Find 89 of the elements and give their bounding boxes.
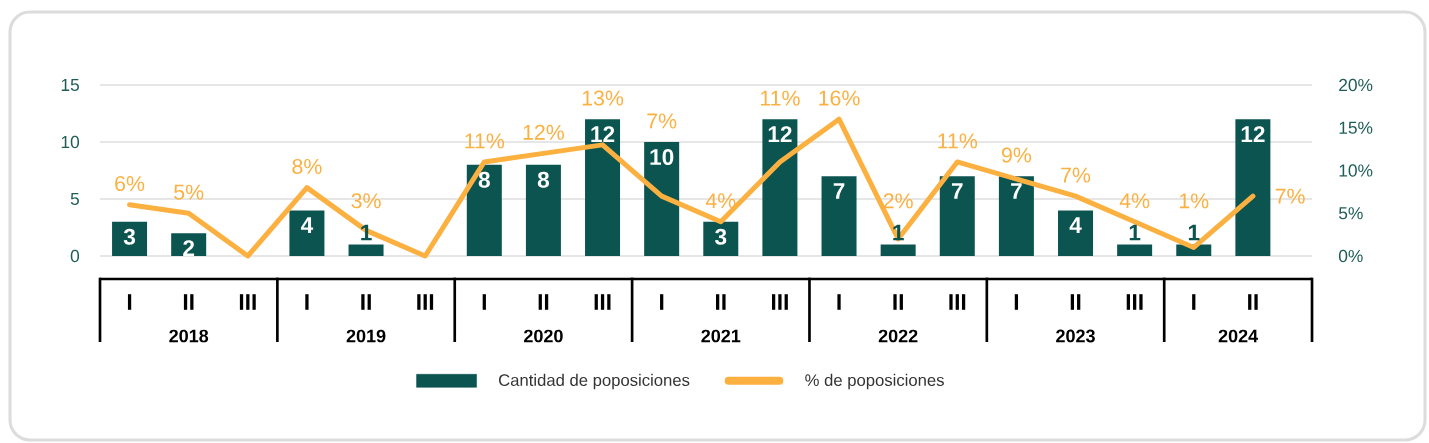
x-tick-label: I: [660, 294, 664, 310]
data-label: 2: [183, 240, 195, 256]
data-label: 3%: [351, 193, 381, 209]
y-tick-label: 0: [70, 249, 80, 263]
bar: [466, 164, 502, 256]
data-label: 12: [768, 126, 792, 142]
data-label: 11%: [465, 133, 505, 149]
bar: [939, 176, 975, 256]
y2-tick-label: 5%: [1338, 207, 1363, 220]
data-label: 8: [478, 171, 490, 188]
text: 2021: [701, 329, 741, 343]
data-label: 12%: [523, 124, 565, 140]
bar: [112, 221, 148, 256]
bar: [525, 164, 561, 256]
data-label: 4: [300, 217, 314, 233]
data-label: 10: [650, 148, 674, 165]
bar: [821, 176, 857, 256]
data-label: 8%: [292, 158, 322, 174]
text: 2019: [346, 329, 386, 343]
legend-label: Cantidad de poposiciones: [499, 373, 690, 390]
bar: [348, 244, 384, 256]
data-label: 12: [1241, 126, 1265, 142]
data-label: 5%: [174, 184, 204, 200]
data-label: 3: [123, 228, 136, 245]
x-tick-label: I: [127, 294, 132, 310]
data-label: 1: [1188, 224, 1200, 241]
text: 2024: [1218, 329, 1259, 343]
x-tick-label: II: [716, 294, 726, 310]
bar: [289, 210, 325, 256]
bar: [998, 176, 1034, 256]
x-tick-label: II: [1248, 294, 1258, 310]
data-label: 13%: [582, 90, 624, 106]
data-label: 4%: [1119, 193, 1150, 209]
x-tick-label: III: [239, 294, 256, 310]
data-label: 4%: [705, 193, 736, 209]
data-label: 7: [833, 183, 845, 199]
y2-tick-label: 15%: [1339, 121, 1373, 134]
x-tick-label: I: [837, 294, 841, 310]
text: 2022: [878, 329, 918, 343]
data-label: 3: [715, 228, 727, 245]
data-label: 8: [537, 171, 550, 188]
data-label: 1: [361, 224, 372, 241]
x-tick-label: II: [893, 294, 903, 310]
x-tick-label: II: [538, 294, 549, 310]
data-label: 7%: [1061, 167, 1091, 183]
y2-tick-label: 10%: [1339, 164, 1373, 177]
text: 2023: [1056, 329, 1095, 343]
bar: [1058, 210, 1094, 256]
data-label: 12: [591, 126, 615, 142]
x-tick-label: II: [1070, 294, 1081, 310]
x-tick-label: III: [417, 294, 434, 310]
data-label: 11%: [760, 90, 800, 106]
data-label: 1: [1129, 224, 1141, 241]
data-label: 6%: [115, 176, 145, 192]
bar: [644, 142, 680, 256]
y-tick-label: 10: [61, 135, 80, 149]
data-label: 7%: [1275, 188, 1305, 204]
x-tick-label: II: [183, 294, 194, 310]
legend-label: % de poposiciones: [805, 373, 944, 390]
bar: [880, 244, 916, 256]
bar: [1235, 119, 1271, 256]
bar: [1117, 244, 1153, 256]
x-tick-label: III: [949, 294, 966, 310]
y2-tick-label: 0%: [1338, 249, 1363, 263]
data-label: 7: [1011, 183, 1022, 199]
x-tick-label: III: [771, 294, 788, 310]
data-label: 11%: [938, 133, 978, 149]
data-label: 4: [1069, 217, 1082, 233]
x-tick-label: I: [482, 294, 486, 310]
y-tick-label: 15: [61, 78, 79, 92]
text: 2020: [524, 329, 563, 343]
data-label: 9%: [1001, 147, 1032, 163]
bar: [585, 119, 621, 256]
x-tick-label: II: [361, 294, 371, 310]
data-label: 7%: [647, 113, 677, 129]
text: 2018: [169, 329, 209, 343]
data-label: 2%: [883, 193, 913, 209]
x-tick-label: I: [305, 294, 309, 310]
x-tick-label: I: [1014, 294, 1019, 310]
data-label: 1%: [1179, 193, 1209, 209]
data-label: 16%: [819, 90, 860, 106]
bar: [703, 221, 739, 256]
bar: [762, 119, 798, 256]
y2-tick-label: 20%: [1339, 78, 1373, 92]
x-tick-label: III: [1126, 294, 1143, 310]
y-tick-label: 5: [70, 192, 79, 206]
x-tick-label: III: [594, 294, 611, 310]
x-tick-label: I: [1192, 294, 1196, 310]
data-label: 7: [951, 183, 963, 199]
